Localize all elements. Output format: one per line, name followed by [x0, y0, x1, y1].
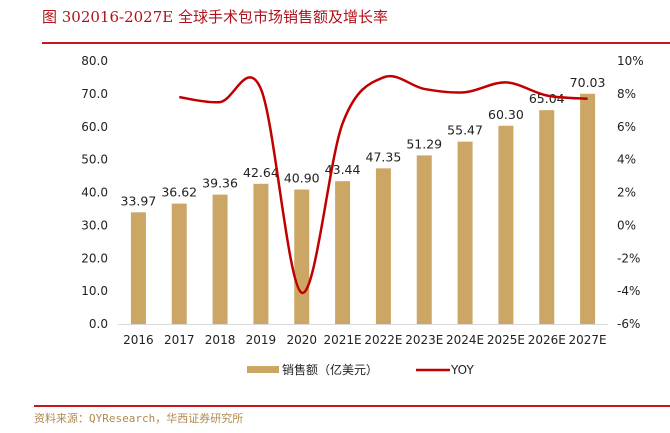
bar-value-label: 55.47 [447, 123, 483, 138]
left-axis-tick: 70.0 [81, 87, 108, 101]
chart-title: 图 302016-2027E 全球手术包市场销售额及增长率 [42, 8, 388, 26]
bar [212, 194, 228, 324]
x-axis-tick: 2019 [246, 333, 277, 347]
bar-value-label: 51.29 [406, 136, 442, 151]
x-axis-tick: 2026E [528, 333, 566, 347]
left-axis-tick: 0.0 [89, 317, 108, 331]
left-axis-tick: 50.0 [81, 153, 108, 167]
bar [130, 212, 146, 324]
legend: 销售额（亿美元） YOY [247, 362, 474, 377]
source-note: 资料来源：QYResearch，华西证券研究所 [34, 412, 244, 425]
left-axis-tick: 30.0 [81, 218, 108, 232]
bar-value-label: 65.04 [529, 91, 565, 106]
x-axis-tick: 2025E [487, 333, 525, 347]
bar-value-label: 47.35 [366, 149, 402, 164]
chart: 0.010.020.030.040.050.060.070.080.0 -6%-… [81, 54, 644, 377]
right-axis-tick: -6% [617, 317, 640, 331]
x-axis-tick: 2023E [405, 333, 443, 347]
bar [498, 125, 514, 324]
x-axis-tick: 2022E [364, 333, 402, 347]
legend-line-label: YOY [450, 363, 474, 377]
right-axis-tick: 6% [617, 120, 636, 134]
x-axis-tick: 2020 [286, 333, 317, 347]
bar [253, 183, 269, 324]
bar-value-label: 36.62 [161, 185, 197, 200]
bar-value-label: 42.64 [243, 165, 279, 180]
x-axis-tick: 2021E [324, 333, 362, 347]
bar-value-label: 70.03 [570, 75, 606, 90]
bar-value-label: 60.30 [488, 107, 524, 122]
title-divider [42, 42, 670, 44]
bar-value-label: 40.90 [284, 171, 320, 186]
bar [457, 141, 473, 324]
x-axis-tick: 2024E [446, 333, 484, 347]
bars [130, 93, 596, 325]
bar [416, 155, 432, 324]
right-axis-tick: 0% [617, 218, 636, 232]
right-axis-tick: -2% [617, 251, 640, 265]
legend-bar-label: 销售额（亿美元） [282, 362, 378, 377]
bar [375, 168, 391, 324]
left-axis-ticks: 0.0 10.0 20.0 30.0 40.0 50.0 60.0 70.0 80.0 [81, 54, 108, 331]
footer-divider [34, 405, 670, 407]
x-axis-tick: 2018 [205, 333, 236, 347]
left-axis-tick: 60.0 [81, 120, 108, 134]
left-axis-tick: 80.0 [81, 54, 108, 68]
right-axis-ticks: -6% -4% -2% 0% 2% 4% 6% 8% 10% [617, 54, 644, 331]
right-axis-tick: -4% [617, 284, 640, 298]
yoy-line [179, 74, 588, 295]
x-axis-ticks: 2016 2017 2018 2019 2020 2021E 2022E 2023E 2024E… [123, 333, 607, 347]
x-axis-tick: 2027E [569, 333, 607, 347]
x-axis-tick: 2017 [164, 333, 195, 347]
bar-value-label: 39.36 [202, 176, 238, 191]
right-axis-tick: 4% [617, 153, 636, 167]
bar [539, 110, 555, 324]
bar [335, 181, 351, 324]
right-axis-tick: 8% [617, 87, 636, 101]
left-axis-tick: 20.0 [81, 251, 108, 265]
legend-bar-swatch [247, 366, 279, 373]
left-axis-tick: 10.0 [81, 284, 108, 298]
right-axis-tick: 2% [617, 186, 636, 200]
bar-value-label: 33.97 [121, 193, 157, 208]
right-axis-tick: 10% [617, 54, 644, 68]
bar [294, 189, 310, 324]
bar [580, 93, 596, 325]
x-axis-tick: 2016 [123, 333, 154, 347]
bar [171, 203, 187, 324]
left-axis-tick: 40.0 [81, 186, 108, 200]
